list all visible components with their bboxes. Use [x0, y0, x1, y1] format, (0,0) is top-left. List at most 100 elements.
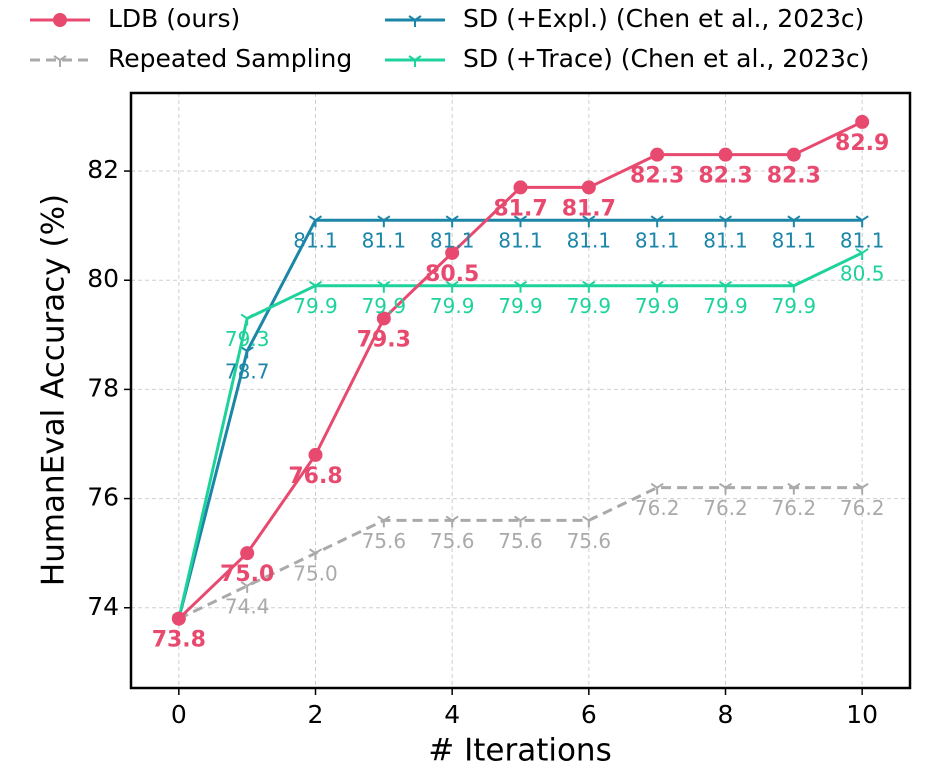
- y-tick-label: 74: [87, 592, 119, 621]
- point: [718, 280, 733, 293]
- data-label: 75.0: [220, 562, 274, 587]
- point: [513, 515, 528, 528]
- point: [582, 515, 596, 528]
- data-label: 79.9: [430, 294, 475, 318]
- legend-text: SD (+Trace) (Chen et al., 2023c): [463, 44, 869, 73]
- point: [240, 546, 255, 561]
- data-label: 75.6: [362, 529, 407, 553]
- point: [308, 548, 323, 561]
- data-label: 75.6: [430, 529, 475, 553]
- data-label: 76.2: [840, 496, 885, 520]
- point: [377, 215, 391, 228]
- point: [171, 611, 186, 626]
- point: [240, 346, 254, 359]
- data-label: 75.6: [567, 529, 612, 553]
- x-tick-label: 4: [444, 700, 460, 729]
- data-label: 82.3: [630, 164, 684, 189]
- point: [513, 280, 528, 293]
- legend-marker: [53, 55, 67, 67]
- data-label: 79.9: [703, 294, 748, 318]
- point: [376, 311, 391, 326]
- legend-text: LDB (ours): [108, 4, 240, 33]
- point: [240, 313, 254, 326]
- point: [240, 581, 254, 593]
- data-label: 82.3: [767, 164, 821, 189]
- data-label: 82.3: [698, 164, 752, 189]
- data-label: 81.1: [430, 229, 475, 253]
- data-label: 81.7: [562, 196, 616, 221]
- point: [308, 215, 323, 228]
- point: [513, 180, 528, 195]
- legend-text: SD (+Expl.) (Chen et al., 2023c): [463, 4, 864, 33]
- data-label: 81.1: [635, 229, 680, 253]
- data-label: 79.9: [567, 294, 612, 318]
- point: [513, 215, 528, 228]
- data-label: 80.5: [840, 261, 885, 285]
- data-label: 79.3: [225, 327, 270, 351]
- point: [650, 147, 665, 162]
- data-label: 81.1: [567, 229, 612, 253]
- point: [650, 280, 664, 293]
- point: [718, 215, 733, 228]
- data-label: 80.5: [425, 262, 479, 287]
- y-tick-label: 80: [87, 264, 119, 293]
- y-tick-label: 78: [87, 373, 119, 402]
- data-label: 81.7: [493, 196, 547, 221]
- point: [582, 280, 596, 293]
- x-tick-label: 2: [308, 700, 324, 729]
- point: [855, 215, 869, 228]
- data-label: 76.8: [288, 464, 342, 489]
- data-label: 75.0: [293, 562, 338, 586]
- point: [718, 482, 733, 495]
- point: [855, 248, 869, 260]
- point: [581, 180, 596, 195]
- legend-marker: [408, 55, 422, 67]
- point: [650, 215, 664, 228]
- legend-marker: [53, 13, 67, 27]
- data-label: 81.1: [498, 229, 543, 253]
- x-tick-label: 6: [581, 700, 597, 729]
- legend-text: Repeated Sampling: [108, 44, 352, 73]
- data-label: 79.9: [635, 294, 680, 318]
- data-label: 75.6: [498, 529, 543, 553]
- point: [855, 114, 870, 129]
- data-label: 81.1: [362, 229, 407, 253]
- point: [377, 280, 391, 293]
- point: [308, 280, 323, 293]
- x-tick-label: 0: [171, 700, 187, 729]
- y-tick-label: 82: [87, 155, 119, 184]
- point: [445, 245, 460, 260]
- data-label: 81.1: [703, 229, 748, 253]
- data-label: 82.9: [835, 131, 889, 156]
- point: [787, 280, 801, 293]
- point: [377, 515, 391, 528]
- y-tick-label: 76: [87, 483, 119, 512]
- data-label: 78.7: [225, 360, 270, 384]
- x-axis-label: # Iterations: [428, 733, 611, 769]
- x-tick-label: 10: [846, 700, 878, 729]
- plot-frame: [129, 91, 912, 690]
- point: [787, 215, 801, 228]
- point: [445, 280, 459, 293]
- data-label: 76.2: [703, 496, 748, 520]
- point: [786, 147, 801, 162]
- point: [718, 147, 733, 162]
- point: [445, 515, 459, 528]
- data-label: 79.9: [362, 294, 407, 318]
- data-label: 81.1: [293, 229, 338, 253]
- y-axis-label: HumanEval Accuracy (%): [36, 194, 72, 586]
- data-label: 79.9: [772, 294, 817, 318]
- point: [582, 215, 596, 228]
- point: [787, 482, 801, 495]
- data-label: 79.9: [498, 294, 543, 318]
- data-label: 79.3: [357, 327, 411, 352]
- data-label: 73.8: [152, 628, 206, 653]
- point: [855, 482, 869, 495]
- data-label: 79.9: [293, 294, 338, 318]
- point: [445, 215, 459, 228]
- x-tick-label: 8: [718, 700, 734, 729]
- data-label: 76.2: [772, 496, 817, 520]
- data-label: 76.2: [635, 496, 680, 520]
- legend-marker: [408, 15, 422, 27]
